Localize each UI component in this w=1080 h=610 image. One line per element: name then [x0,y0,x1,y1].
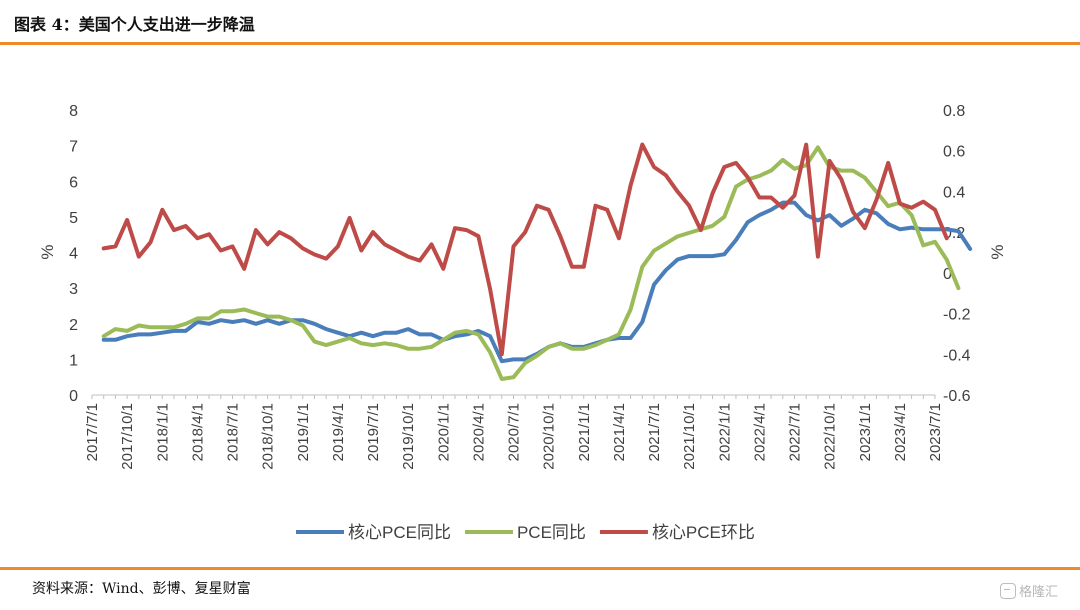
left-tick-label: 3 [69,281,78,298]
series-line [101,145,961,381]
x-tick-label: 2018/1/1 [154,403,171,461]
x-tick-label: 2022/10/1 [822,403,839,470]
x-tick-label: 2018/4/1 [189,403,206,461]
left-tick-label: 8 [69,103,78,120]
right-axis-label: % [988,244,1007,259]
right-tick-label: 0 [943,266,952,283]
right-tick-label: -0.4 [943,347,971,364]
x-axis: 2017/7/1 2017/10/1 2018/1/1 2018/4/1 2018/7/… [84,395,944,470]
x-tick-label: 2019/4/1 [330,403,347,461]
left-tick-label: 6 [69,174,78,191]
left-y-axis: 0 1 2 3 4 5 6 7 8% [38,103,78,405]
left-tick-label: 1 [69,352,78,369]
right-tick-label: 0.8 [943,103,965,120]
watermark: 格隆汇 [1000,581,1058,600]
legend-label: 核心PCE同比 [348,523,451,542]
series-lines [101,142,973,381]
x-tick-label: 2023/7/1 [927,403,944,461]
x-tick-label: 2017/10/1 [119,403,136,470]
x-tick-label: 2022/4/1 [751,403,768,461]
x-tick-label: 2020/1/1 [435,403,452,461]
x-tick-label: 2022/7/1 [787,403,804,461]
watermark-text: 格隆汇 [1019,585,1059,600]
figure-title: 图表 4：美国个人支出进一步降温 [14,15,255,34]
x-tick-label: 2018/10/1 [260,403,277,470]
source-note: 资料来源：Wind、彭博、复星财富 [32,581,251,597]
left-axis-label: % [38,244,57,259]
left-tick-label: 4 [69,246,78,263]
x-tick-label: 2023/1/1 [857,403,874,461]
top-rule [0,42,1080,45]
x-tick-label: 2019/1/1 [295,403,312,461]
x-tick-label: 2018/7/1 [225,403,242,461]
right-tick-label: 0.6 [943,144,965,161]
series-line [101,142,949,357]
right-y-axis: -0.6-0.4-0.200.20.40.60.8% [943,103,1007,405]
bottom-rule [0,567,1080,570]
series-line [101,200,973,364]
legend-label: 核心PCE环比 [652,523,755,542]
left-tick-label: 5 [69,210,78,227]
left-tick-label: 7 [69,139,78,156]
left-tick-label: 0 [69,388,78,405]
x-tick-label: 2021/10/1 [681,403,698,470]
x-tick-label: 2021/1/1 [576,403,593,461]
x-tick-label: 2017/7/1 [84,403,101,461]
legend-label: PCE同比 [517,523,586,542]
right-tick-label: -0.2 [943,307,971,324]
x-tick-label: 2022/1/1 [716,403,733,461]
x-tick-label: 2021/7/1 [646,403,663,461]
right-tick-label: -0.6 [943,388,971,405]
right-tick-label: 0.4 [943,184,965,201]
x-tick-label: 2020/4/1 [470,403,487,461]
legend: 核心PCE同比 PCE同比 核心PCE环比 [296,523,755,542]
x-tick-label: 2020/7/1 [506,403,523,461]
watermark-logo-icon [1000,583,1016,599]
x-tick-label: 2019/10/1 [400,403,417,470]
x-tick-label: 2021/4/1 [611,403,628,461]
x-tick-label: 2023/4/1 [892,403,909,461]
x-tick-label: 2019/7/1 [365,403,382,461]
x-tick-label: 2020/10/1 [541,403,558,470]
left-tick-label: 2 [69,317,78,334]
